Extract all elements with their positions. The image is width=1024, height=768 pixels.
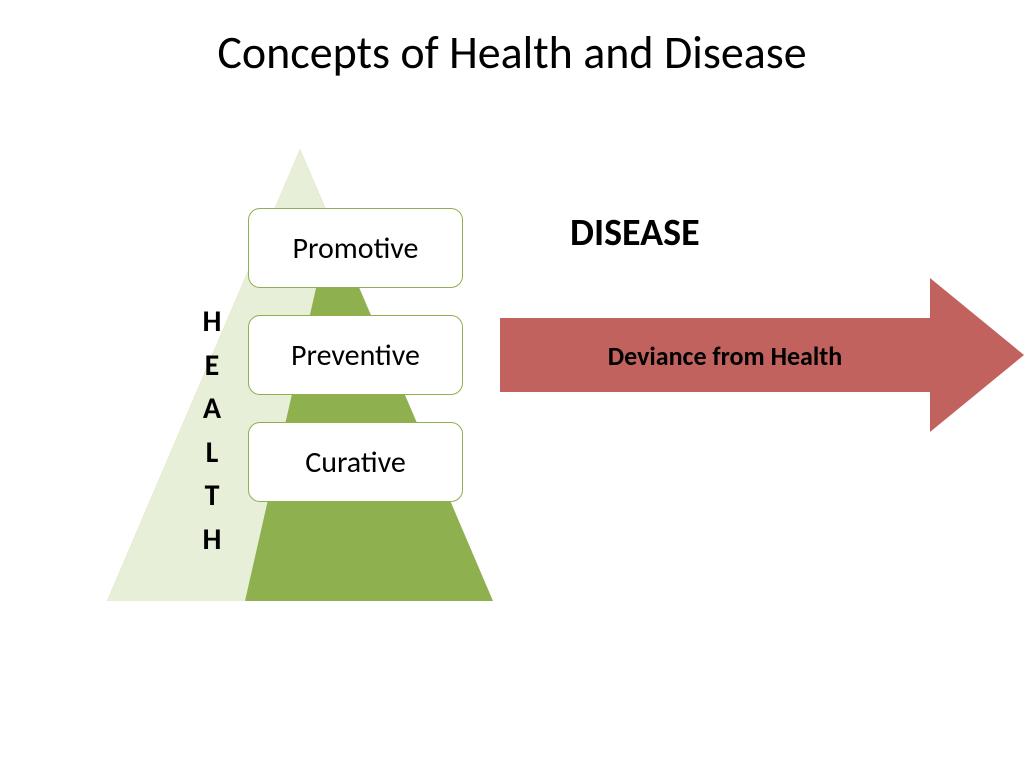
health-letter: T bbox=[200, 474, 224, 518]
disease-heading: DISEASE bbox=[570, 210, 700, 256]
health-letter: H bbox=[200, 518, 224, 562]
concept-box-label: Curative bbox=[305, 444, 406, 481]
health-letter: A bbox=[200, 387, 224, 431]
health-letter: E bbox=[200, 344, 224, 388]
health-letter: H bbox=[200, 300, 224, 344]
health-vertical-label: H E A L T H bbox=[200, 300, 224, 561]
concept-box-promotive: Promotive bbox=[248, 208, 463, 288]
concept-box-curative: Curative bbox=[248, 422, 463, 502]
concept-box-label: Preventive bbox=[291, 337, 420, 374]
health-letter: L bbox=[200, 431, 224, 475]
arrow-label: Deviance from Health bbox=[540, 340, 910, 372]
diagram-canvas bbox=[0, 0, 1024, 768]
concept-box-label: Promotive bbox=[293, 230, 419, 267]
concept-box-preventive: Preventive bbox=[248, 315, 463, 395]
